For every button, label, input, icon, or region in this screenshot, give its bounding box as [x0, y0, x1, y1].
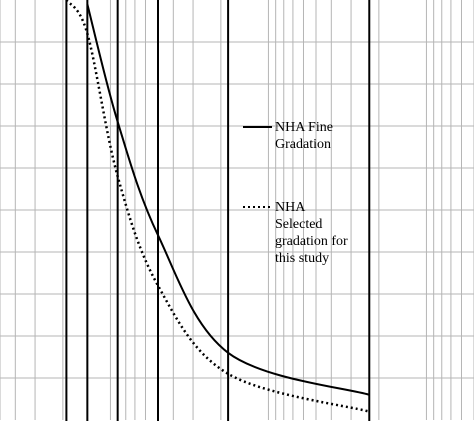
series-line [86, 3, 370, 396]
series-line [65, 0, 370, 413]
legend-label: NHA Selected gradation for this study [275, 200, 348, 266]
legend-label: NHA Fine Gradation [275, 120, 333, 152]
